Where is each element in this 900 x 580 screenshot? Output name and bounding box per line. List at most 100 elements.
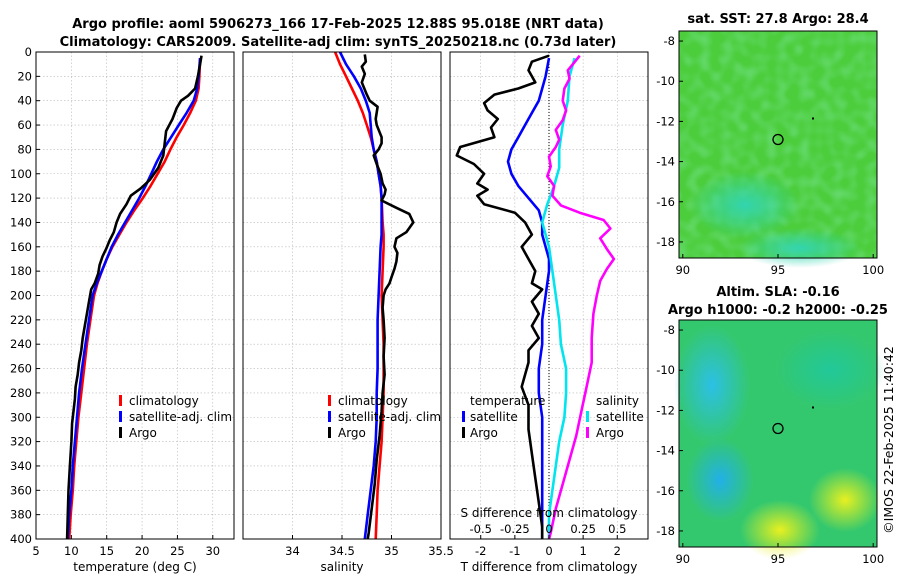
sst-xtick-label-100: 100: [862, 263, 884, 277]
series-line-satellite-adj-clim: [66, 57, 202, 540]
xtick-label-34: 34: [285, 544, 300, 558]
ytick-label-160: 160: [10, 240, 32, 254]
xtick-label--2: -2: [475, 544, 486, 558]
series-line-climatology: [333, 51, 385, 540]
copyright-timestamp: ©IMOS 22-Feb-2025 11:40:42: [881, 346, 896, 534]
xtick-label--1: -1: [509, 544, 520, 558]
legend-title-temperature: temperature: [470, 394, 545, 408]
xtick-label-5: 5: [32, 544, 39, 558]
sst-map-panel: sat. SST: 27.8 Argo: 28.4 90 95 100 -8 -10 -1…: [656, 12, 884, 277]
ytick-label-220: 220: [10, 313, 32, 327]
sst-ytick-label--8: -8: [664, 34, 675, 48]
ytick-label-400: 400: [10, 532, 32, 546]
sla-argo-marker: [772, 406, 814, 435]
legend-label-s-satellite: satellite: [596, 410, 644, 424]
sla-ytick-label--12: -12: [656, 403, 675, 417]
sst-ytick-label--14: -14: [656, 155, 675, 169]
series-line-satellite-adj-clim: [338, 51, 383, 540]
sla-ytick-label--14: -14: [656, 444, 675, 458]
ytick-label-180: 180: [10, 264, 32, 278]
sst-map-ticks: 90 95 100 -8 -10 -12 -14 -16 -18: [656, 34, 884, 277]
sla-map-title: Altim. SLA: -0.16: [716, 285, 839, 300]
sst-ytick-label--10: -10: [656, 74, 675, 88]
salinity-grid: [242, 51, 442, 540]
legend-swatch-climatology: [119, 395, 122, 406]
sla-argo-position-circle: [772, 422, 784, 435]
xtick-label-10: 10: [64, 544, 79, 558]
legend-label-s-argo: Argo: [596, 426, 624, 440]
sla-ytick-label--18: -18: [656, 524, 675, 538]
series-line-s-argo: [545, 54, 616, 540]
xtick-top-label-0: 0: [545, 522, 552, 536]
xtick-label-0: 0: [545, 544, 552, 558]
ytick-label-240: 240: [10, 337, 32, 351]
legend-swatch-argo: [119, 427, 122, 438]
xtick-label-35: 35: [384, 544, 399, 558]
xtick-label-30: 30: [205, 544, 220, 558]
legend-label-argo: Argo: [338, 426, 366, 440]
sst-argo-marker: [772, 117, 814, 146]
sst-ytick-label--16: -16: [656, 195, 675, 209]
sla-xtick-label-100: 100: [862, 552, 884, 566]
legend-swatch-s-satellite: [586, 411, 589, 422]
xtick-top-label-0.25: 0.25: [570, 522, 596, 536]
sst-xtick-label-95: 95: [771, 263, 786, 277]
series-line-t-argo: [455, 54, 550, 539]
ytick-label-120: 120: [10, 191, 32, 205]
ytick-label-80: 80: [17, 142, 32, 156]
difference-panel: -2 -1 0 1 2 -0.5 -0.25 0 0.25 0.5 T difference fr…: [449, 51, 649, 574]
sst-cool-patch: [690, 171, 800, 239]
ytick-label-20: 20: [17, 69, 32, 83]
sla-xtick-label-90: 90: [675, 552, 690, 566]
legend-label-satellite: satellite-adj. clim: [338, 410, 441, 424]
difference-xlabel-s: S difference from climatology: [461, 506, 638, 520]
legend-swatch-t-satellite: [462, 411, 465, 422]
legend-swatch-climatology: [328, 395, 331, 406]
difference-xlabel-t: T difference from climatology: [460, 560, 638, 574]
xtick-label-2: 2: [614, 544, 621, 558]
figure-title-line1: Argo profile: aoml 5906273_166 17-Feb-20…: [72, 17, 604, 32]
legend-label-satellite: satellite-adj. clim: [129, 410, 232, 424]
ytick-label-60: 60: [17, 118, 32, 132]
sst-cool-patch-south: [738, 228, 862, 268]
temperature-lines: [65, 55, 203, 540]
difference-ticks: -2 -1 0 1 2 -0.5 -0.25 0 0.25 0.5: [469, 522, 626, 558]
ytick-label-380: 380: [10, 508, 32, 522]
series-line-argo: [65, 55, 203, 540]
sst-map-title: sat. SST: 27.8 Argo: 28.4: [687, 12, 868, 27]
sst-argo-track-dot: [812, 117, 814, 120]
ytick-label-300: 300: [10, 410, 32, 424]
sla-map-panel: Altim. SLA: -0.16 Argo h1000: -0.2 h2000…: [656, 285, 888, 566]
xtick-label-1: 1: [579, 544, 586, 558]
legend-label-climatology: climatology: [338, 394, 408, 408]
series-line-s-satellite: [540, 57, 576, 539]
xtick-label-34.5: 34.5: [329, 544, 355, 558]
legend-title-salinity: salinity: [596, 394, 639, 408]
salinity-ticks: 34 34.5 35 35.5: [242, 535, 454, 558]
ytick-label-140: 140: [10, 215, 32, 229]
legend-swatch-satellite: [119, 411, 122, 422]
sla-ytick-label--16: -16: [656, 484, 675, 498]
ytick-label-260: 260: [10, 362, 32, 376]
xtick-top-label--0.5: -0.5: [469, 522, 491, 536]
sst-argo-position-circle: [772, 133, 784, 146]
sla-ytick-label--8: -8: [664, 323, 675, 337]
legend-swatch-t-argo: [462, 427, 465, 438]
salinity-legend: climatology satellite-adj. clim Argo: [328, 394, 441, 440]
xtick-label-15: 15: [99, 544, 114, 558]
legend-label-climatology: climatology: [129, 394, 199, 408]
difference-legend: temperature satellite Argo salinity sate…: [462, 394, 644, 440]
ytick-label-40: 40: [17, 94, 32, 108]
xtick-label-25: 25: [170, 544, 185, 558]
sla-high-south: [740, 500, 820, 560]
sla-mid-north: [775, 330, 885, 410]
series-line-t-satellite: [506, 57, 551, 539]
legend-label-t-argo: Argo: [470, 426, 498, 440]
sla-ytick-label--10: -10: [656, 363, 675, 377]
temperature-xlabel: temperature (deg C): [73, 560, 196, 574]
xtick-top-label-0.5: 0.5: [608, 522, 626, 536]
series-line-argo: [360, 54, 415, 540]
ytick-label-0: 0: [25, 45, 32, 59]
temperature-legend: climatology satellite-adj. clim Argo: [119, 394, 232, 440]
